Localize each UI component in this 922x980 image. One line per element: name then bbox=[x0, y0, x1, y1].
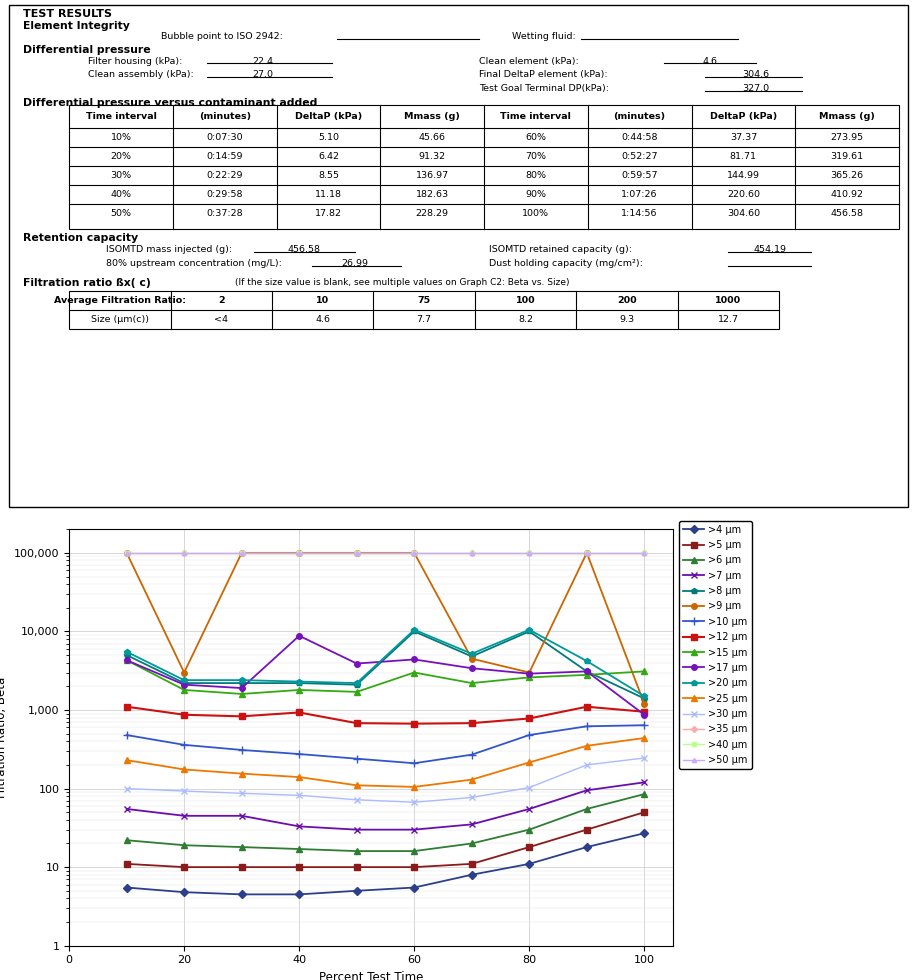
Text: 10%: 10% bbox=[111, 133, 132, 142]
Text: 100: 100 bbox=[515, 296, 536, 305]
Text: DeltaP (kPa): DeltaP (kPa) bbox=[710, 113, 777, 122]
Text: Clean assembly (kPa):: Clean assembly (kPa): bbox=[88, 71, 194, 79]
Text: Filter housing (kPa):: Filter housing (kPa): bbox=[88, 57, 182, 66]
Text: 80%: 80% bbox=[526, 172, 547, 180]
Text: Average Filtration Ratio:: Average Filtration Ratio: bbox=[53, 296, 186, 305]
Text: 0:44:58: 0:44:58 bbox=[621, 133, 658, 142]
Text: 273.95: 273.95 bbox=[831, 133, 864, 142]
Text: 7.7: 7.7 bbox=[417, 316, 431, 324]
Text: 0:14:59: 0:14:59 bbox=[207, 152, 243, 162]
Text: Size (μm(c)): Size (μm(c)) bbox=[91, 316, 148, 324]
Text: 410.92: 410.92 bbox=[831, 190, 864, 199]
Text: 91.32: 91.32 bbox=[419, 152, 445, 162]
Text: 0:29:58: 0:29:58 bbox=[207, 190, 243, 199]
Text: <4: <4 bbox=[214, 316, 229, 324]
Text: Dust holding capacity (mg/cm²):: Dust holding capacity (mg/cm²): bbox=[489, 260, 643, 269]
Text: (minutes): (minutes) bbox=[613, 113, 666, 122]
Text: 136.97: 136.97 bbox=[416, 172, 449, 180]
Text: 4.6: 4.6 bbox=[315, 316, 330, 324]
Text: 22.4: 22.4 bbox=[253, 57, 273, 66]
Text: 26.99: 26.99 bbox=[341, 260, 369, 269]
Bar bbox=[69, 291, 779, 329]
Text: 304.6: 304.6 bbox=[742, 71, 770, 79]
Text: Mmass (g): Mmass (g) bbox=[404, 113, 460, 122]
Text: ISOMTD retained capacity (g):: ISOMTD retained capacity (g): bbox=[489, 245, 632, 255]
Y-axis label: Filtration Ratio, Beta: Filtration Ratio, Beta bbox=[0, 677, 8, 798]
Text: 228.29: 228.29 bbox=[416, 210, 449, 219]
Text: (If the size value is blank, see multiple values on Graph C2: Beta vs. Size): (If the size value is blank, see multipl… bbox=[235, 278, 570, 287]
Text: 45.66: 45.66 bbox=[419, 133, 445, 142]
Text: Clean element (kPa):: Clean element (kPa): bbox=[479, 57, 579, 66]
Text: 6.42: 6.42 bbox=[318, 152, 339, 162]
Text: 0:22:29: 0:22:29 bbox=[207, 172, 243, 180]
Text: 304.60: 304.60 bbox=[727, 210, 760, 219]
Text: (minutes): (minutes) bbox=[198, 113, 251, 122]
Text: Mmass (g): Mmass (g) bbox=[819, 113, 875, 122]
Text: Differential pressure versus contaminant added: Differential pressure versus contaminant… bbox=[23, 98, 317, 108]
Text: 1000: 1000 bbox=[715, 296, 741, 305]
Text: Time interval: Time interval bbox=[86, 113, 157, 122]
Text: 8.55: 8.55 bbox=[318, 172, 339, 180]
Text: 12.7: 12.7 bbox=[718, 316, 739, 324]
Text: DeltaP (kPa): DeltaP (kPa) bbox=[295, 113, 362, 122]
Text: 81.71: 81.71 bbox=[730, 152, 757, 162]
Text: 8.2: 8.2 bbox=[518, 316, 533, 324]
Text: 454.19: 454.19 bbox=[753, 245, 786, 255]
Text: 37.37: 37.37 bbox=[729, 133, 757, 142]
Text: 327.0: 327.0 bbox=[742, 84, 770, 93]
Text: 70%: 70% bbox=[526, 152, 547, 162]
Text: Bubble point to ISO 2942:: Bubble point to ISO 2942: bbox=[161, 32, 283, 41]
Text: 456.58: 456.58 bbox=[831, 210, 864, 219]
Text: Filtration ratio ßx( c): Filtration ratio ßx( c) bbox=[23, 278, 151, 288]
Text: 220.60: 220.60 bbox=[727, 190, 760, 199]
Text: 20%: 20% bbox=[111, 152, 132, 162]
Text: Final DeltaP element (kPa):: Final DeltaP element (kPa): bbox=[479, 71, 609, 79]
Text: 11.18: 11.18 bbox=[315, 190, 342, 199]
Text: Differential pressure: Differential pressure bbox=[23, 45, 150, 55]
Text: TEST RESULTS: TEST RESULTS bbox=[23, 9, 112, 20]
Text: 365.26: 365.26 bbox=[831, 172, 864, 180]
Text: 90%: 90% bbox=[526, 190, 547, 199]
Text: 319.61: 319.61 bbox=[831, 152, 864, 162]
Text: 30%: 30% bbox=[111, 172, 132, 180]
Text: 2: 2 bbox=[218, 296, 225, 305]
Text: Time interval: Time interval bbox=[501, 113, 572, 122]
Text: 60%: 60% bbox=[526, 133, 547, 142]
Text: 182.63: 182.63 bbox=[416, 190, 449, 199]
Text: Element Integrity: Element Integrity bbox=[23, 21, 130, 30]
Text: 200: 200 bbox=[617, 296, 637, 305]
Text: 0:52:27: 0:52:27 bbox=[621, 152, 658, 162]
Text: 5.10: 5.10 bbox=[318, 133, 339, 142]
Text: Wetting fluid:: Wetting fluid: bbox=[512, 32, 575, 41]
Text: Test Goal Terminal DP(kPa):: Test Goal Terminal DP(kPa): bbox=[479, 84, 609, 93]
Text: 0:07:30: 0:07:30 bbox=[207, 133, 243, 142]
Text: 456.58: 456.58 bbox=[288, 245, 321, 255]
Text: 1:07:26: 1:07:26 bbox=[621, 190, 658, 199]
Text: 17.82: 17.82 bbox=[315, 210, 342, 219]
Text: ISOMTD mass injected (g):: ISOMTD mass injected (g): bbox=[106, 245, 232, 255]
Bar bbox=[69, 106, 899, 229]
Text: 0:59:57: 0:59:57 bbox=[621, 172, 658, 180]
Text: 4.6: 4.6 bbox=[703, 57, 717, 66]
Text: 75: 75 bbox=[418, 296, 431, 305]
Text: 50%: 50% bbox=[111, 210, 132, 219]
Text: 10: 10 bbox=[316, 296, 329, 305]
Text: 0:37:28: 0:37:28 bbox=[207, 210, 243, 219]
Text: 40%: 40% bbox=[111, 190, 132, 199]
Text: 80% upstream concentration (mg/L):: 80% upstream concentration (mg/L): bbox=[106, 260, 282, 269]
Text: 9.3: 9.3 bbox=[620, 316, 634, 324]
Text: 1:14:56: 1:14:56 bbox=[621, 210, 658, 219]
Text: 27.0: 27.0 bbox=[253, 71, 273, 79]
Text: 100%: 100% bbox=[523, 210, 550, 219]
Text: 144.99: 144.99 bbox=[727, 172, 760, 180]
Legend: >4 μm, >5 μm, >6 μm, >7 μm, >8 μm, >9 μm, >10 μm, >12 μm, >15 μm, >17 μm, >20 μm: >4 μm, >5 μm, >6 μm, >7 μm, >8 μm, >9 μm… bbox=[680, 521, 751, 769]
X-axis label: Percent Test Time: Percent Test Time bbox=[319, 971, 423, 980]
Text: Retention capacity: Retention capacity bbox=[23, 233, 138, 243]
